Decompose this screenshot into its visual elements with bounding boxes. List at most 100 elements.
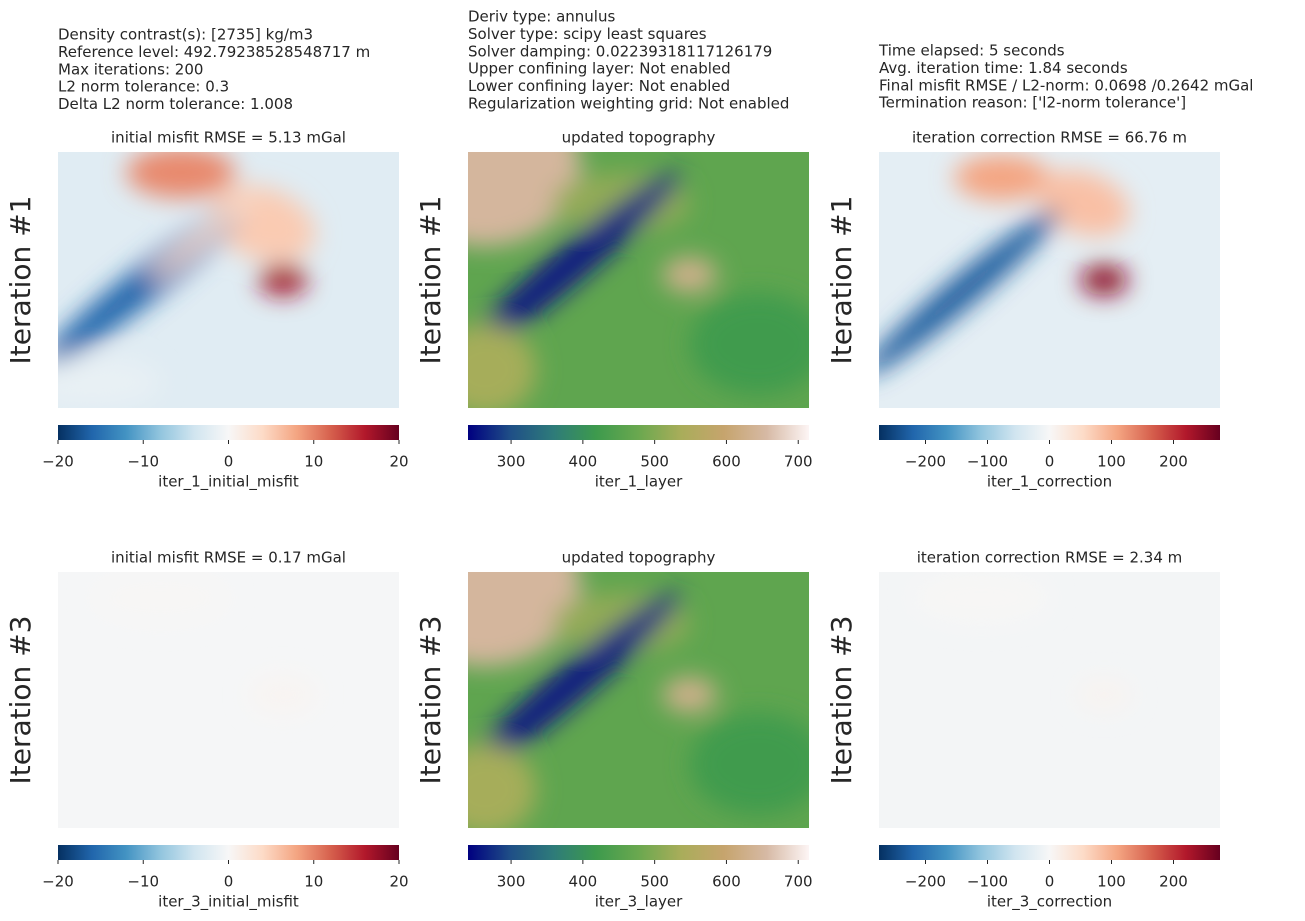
heatmap-feature: [913, 572, 1050, 624]
heatmap-field: [92, 572, 318, 716]
colorbar: [58, 845, 399, 860]
heatmap-feature: [689, 712, 809, 816]
heatmap-field: [58, 152, 316, 408]
annotation: Solver type: scipy least squares: [468, 25, 707, 43]
panel-title: iteration correction RMSE = 66.76 m: [912, 129, 1187, 147]
colorbar-tick-label: 10: [304, 873, 323, 891]
colorbar-tick-label: −10: [127, 453, 159, 471]
heatmap-feature: [126, 152, 236, 199]
annotation: Delta L2 norm tolerance: 1.008: [58, 95, 293, 113]
annotation: Density contrast(s): [2735] kg/m3: [58, 26, 313, 44]
annotation: Lower confining layer: Not enabled: [468, 77, 730, 95]
heatmap-feature: [468, 152, 581, 247]
y-axis-label: Iteration #1: [825, 196, 858, 365]
heatmap-image: [468, 572, 809, 828]
colorbar: [879, 425, 1220, 440]
annotation: Solver damping: 0.022393181171261​79: [468, 42, 772, 60]
colorbar-tick-label: 500: [640, 873, 669, 891]
colorbar-tick-label: 100: [1097, 453, 1126, 471]
colorbar-tick-label: 20: [389, 453, 408, 471]
colorbar-label: iter_3_layer: [595, 893, 683, 912]
heatmap-feature: [1080, 264, 1128, 296]
colorbar-label: iter_1_correction: [987, 473, 1112, 492]
annotation: Regularization weighting grid: Not enabl…: [468, 95, 789, 113]
heatmap-image: [879, 572, 1220, 828]
panel-title: iteration correction RMSE = 2.34 m: [917, 549, 1183, 567]
heatmap-image: [468, 152, 809, 408]
colorbar-tick-label: −10: [127, 873, 159, 891]
colorbar-tick-label: 700: [784, 453, 813, 471]
colorbar-tick-label: 0: [1045, 873, 1055, 891]
annotation: Termination reason: ['l2-norm tolerance'…: [878, 94, 1186, 112]
heatmap-feature: [954, 154, 1050, 201]
colorbar-tick-label: 400: [569, 453, 598, 471]
annotation: Upper confining layer: Not enabled: [468, 60, 731, 78]
panel-title: initial misfit RMSE = 5.13 mGal: [111, 129, 346, 147]
colorbar-tick-label: 300: [497, 873, 526, 891]
annotation: Max iterations: 200: [58, 60, 203, 78]
colorbar-tick-label: 0: [224, 873, 234, 891]
colorbar-tick-label: 200: [1159, 873, 1188, 891]
heatmap-field: [468, 572, 809, 828]
annotation: Reference level: 492.79238528548717 m: [58, 43, 370, 61]
colorbar-label: iter_3_correction: [987, 893, 1112, 912]
y-axis-label: Iteration #3: [4, 616, 37, 785]
heatmap-feature: [468, 591, 681, 778]
heatmap-feature: [58, 356, 161, 408]
colorbar-tick-label: 0: [1045, 453, 1055, 471]
colorbar-tick-label: −100: [967, 873, 1008, 891]
heatmap-image: [879, 152, 1220, 408]
annotation: Time elapsed: 5 seconds: [878, 42, 1065, 60]
heatmap-image: [58, 572, 399, 828]
colorbar-tick-label: −20: [42, 453, 74, 471]
colorbar-tick-label: 200: [1159, 453, 1188, 471]
heatmap-feature: [1037, 170, 1130, 237]
colorbar-label: iter_1_initial_misfit: [158, 473, 299, 492]
colorbar-tick-label: 300: [497, 453, 526, 471]
annotation: Avg. iteration time: 1.84 seconds: [879, 59, 1128, 77]
colorbar-label: iter_3_initial_misfit: [158, 893, 299, 912]
y-axis-label: Iteration #1: [4, 196, 37, 365]
y-axis-label: Iteration #1: [414, 196, 447, 365]
colorbar-tick-label: 700: [784, 873, 813, 891]
heatmap-feature: [662, 256, 717, 293]
heatmap-field: [879, 154, 1130, 377]
colorbar: [58, 425, 399, 440]
panel-title: updated topography: [562, 549, 716, 567]
colorbar-tick-label: 100: [1097, 873, 1126, 891]
heatmap-feature: [1076, 679, 1132, 711]
heatmap-feature: [92, 572, 229, 624]
panel-title: initial misfit RMSE = 0.17 mGal: [111, 549, 346, 567]
annotation: Deriv type: annulus: [468, 8, 615, 26]
heatmap-feature: [468, 323, 537, 408]
y-axis-label: Iteration #3: [825, 616, 858, 785]
annotation: Final misfit RMSE / L2-norm: 0.0698 /0.2…: [879, 76, 1253, 94]
colorbar-label: iter_1_layer: [595, 473, 683, 492]
heatmap-feature: [259, 264, 307, 296]
colorbar: [879, 845, 1220, 860]
heatmap-feature: [147, 196, 256, 282]
heatmap-field: [468, 152, 809, 408]
colorbar-tick-label: 0: [224, 453, 234, 471]
heatmap-feature: [468, 572, 581, 667]
heatmap-feature: [468, 743, 537, 828]
colorbar-tick-label: −200: [905, 453, 946, 471]
heatmap-feature: [468, 171, 681, 358]
colorbar-tick-label: 10: [304, 453, 323, 471]
colorbar-tick-label: 20: [389, 873, 408, 891]
colorbar-tick-label: −200: [905, 873, 946, 891]
colorbar-tick-label: 600: [712, 453, 741, 471]
y-axis-label: Iteration #3: [414, 616, 447, 785]
colorbar-tick-label: 600: [712, 873, 741, 891]
colorbar-tick-label: 500: [640, 453, 669, 471]
colorbar-tick-label: −20: [42, 873, 74, 891]
heatmap-image: [58, 152, 399, 408]
colorbar-tick-label: −100: [967, 453, 1008, 471]
heatmap-feature: [662, 676, 717, 713]
heatmap-feature: [248, 674, 318, 716]
heatmap-field: [913, 572, 1132, 711]
colorbar: [468, 845, 809, 860]
panel-title: updated topography: [562, 129, 716, 147]
heatmap-feature: [879, 208, 1061, 377]
